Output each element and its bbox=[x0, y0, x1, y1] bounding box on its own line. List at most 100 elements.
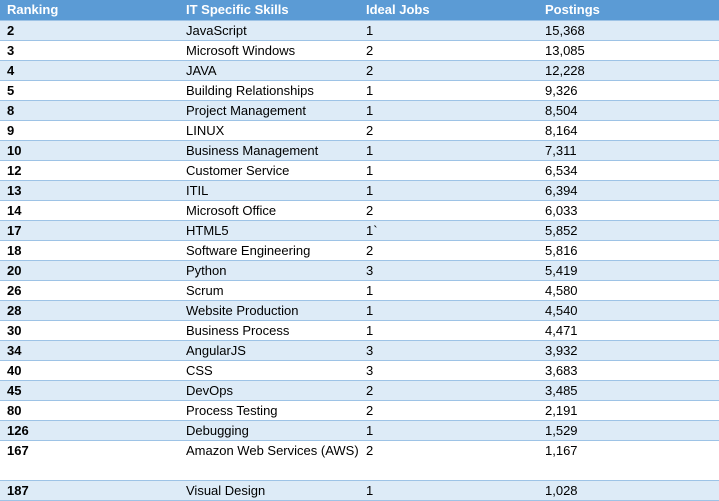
ideal-jobs-cell: 2 bbox=[359, 380, 538, 401]
skill-cell: LINUX bbox=[179, 120, 359, 141]
table-row: 4 JAVA 2 12,228 bbox=[0, 60, 719, 81]
postings-cell: 6,033 bbox=[538, 200, 719, 221]
table-row: 34 AngularJS 3 3,932 bbox=[0, 340, 719, 361]
table-row: 28 Website Production 1 4,540 bbox=[0, 300, 719, 321]
skill-cell: Building Relationships bbox=[179, 80, 359, 101]
rank-cell: 2 bbox=[0, 20, 179, 41]
skill-cell: Process Testing bbox=[179, 400, 359, 421]
rank-cell: 126 bbox=[0, 420, 179, 441]
rank-cell: 34 bbox=[0, 340, 179, 361]
skill-cell: Customer Service bbox=[179, 160, 359, 181]
postings-cell: 6,534 bbox=[538, 160, 719, 181]
header-ideal-jobs: Ideal Jobs bbox=[359, 0, 538, 21]
postings-cell: 4,471 bbox=[538, 320, 719, 341]
table-row: 26 Scrum 1 4,580 bbox=[0, 280, 719, 301]
skill-cell: Debugging bbox=[179, 420, 359, 441]
postings-cell: 1,167 bbox=[538, 440, 719, 481]
ideal-jobs-cell: 1 bbox=[359, 100, 538, 121]
postings-cell: 5,852 bbox=[538, 220, 719, 241]
postings-cell: 5,419 bbox=[538, 260, 719, 281]
ideal-jobs-cell: 2 bbox=[359, 120, 538, 141]
rank-cell: 80 bbox=[0, 400, 179, 421]
postings-cell: 5,816 bbox=[538, 240, 719, 261]
table-row: 167 Amazon Web Services (AWS) 2 1,167 bbox=[0, 440, 719, 481]
skill-cell: Amazon Web Services (AWS) bbox=[179, 440, 359, 481]
rank-cell: 10 bbox=[0, 140, 179, 161]
table-row: 17 HTML5 1` 5,852 bbox=[0, 220, 719, 241]
skill-cell: Business Process bbox=[179, 320, 359, 341]
skill-cell: Scrum bbox=[179, 280, 359, 301]
rank-cell: 40 bbox=[0, 360, 179, 381]
ideal-jobs-cell: 3 bbox=[359, 340, 538, 361]
skill-cell: Software Engineering bbox=[179, 240, 359, 261]
postings-cell: 1,529 bbox=[538, 420, 719, 441]
rank-cell: 28 bbox=[0, 300, 179, 321]
skill-cell: Python bbox=[179, 260, 359, 281]
postings-cell: 4,540 bbox=[538, 300, 719, 321]
rank-cell: 18 bbox=[0, 240, 179, 261]
ideal-jobs-cell: 2 bbox=[359, 440, 538, 481]
ideal-jobs-cell: 3 bbox=[359, 260, 538, 281]
rank-cell: 167 bbox=[0, 440, 179, 481]
skill-cell: Business Management bbox=[179, 140, 359, 161]
table-row: 187 Visual Design 1 1,028 bbox=[0, 480, 719, 501]
table-row: 5 Building Relationships 1 9,326 bbox=[0, 80, 719, 101]
table-row: 3 Microsoft Windows 2 13,085 bbox=[0, 40, 719, 61]
header-ranking: Ranking bbox=[0, 0, 179, 21]
skill-cell: Visual Design bbox=[179, 480, 359, 501]
ideal-jobs-cell: 2 bbox=[359, 60, 538, 81]
postings-cell: 3,683 bbox=[538, 360, 719, 381]
skill-cell: AngularJS bbox=[179, 340, 359, 361]
skill-cell: JAVA bbox=[179, 60, 359, 81]
rank-cell: 17 bbox=[0, 220, 179, 241]
rank-cell: 26 bbox=[0, 280, 179, 301]
ideal-jobs-cell: 1 bbox=[359, 280, 538, 301]
rank-cell: 8 bbox=[0, 100, 179, 121]
table-row: 2 JavaScript 1 15,368 bbox=[0, 20, 719, 41]
postings-cell: 8,504 bbox=[538, 100, 719, 121]
ideal-jobs-cell: 1 bbox=[359, 300, 538, 321]
rank-cell: 45 bbox=[0, 380, 179, 401]
postings-cell: 8,164 bbox=[538, 120, 719, 141]
postings-cell: 2,191 bbox=[538, 400, 719, 421]
rank-cell: 14 bbox=[0, 200, 179, 221]
table-row: 12 Customer Service 1 6,534 bbox=[0, 160, 719, 181]
postings-cell: 13,085 bbox=[538, 40, 719, 61]
rank-cell: 4 bbox=[0, 60, 179, 81]
ideal-jobs-cell: 1 bbox=[359, 80, 538, 101]
ideal-jobs-cell: 2 bbox=[359, 40, 538, 61]
header-skills: IT Specific Skills bbox=[179, 0, 359, 21]
postings-cell: 6,394 bbox=[538, 180, 719, 201]
skill-cell: CSS bbox=[179, 360, 359, 381]
rank-cell: 13 bbox=[0, 180, 179, 201]
postings-cell: 9,326 bbox=[538, 80, 719, 101]
skill-cell: HTML5 bbox=[179, 220, 359, 241]
postings-cell: 15,368 bbox=[538, 20, 719, 41]
table-body: 2 JavaScript 1 15,368 3 Microsoft Windows 2 13,… bbox=[0, 20, 719, 501]
table-row: 126 Debugging 1 1,529 bbox=[0, 420, 719, 441]
ideal-jobs-cell: 2 bbox=[359, 200, 538, 221]
skill-cell: Microsoft Office bbox=[179, 200, 359, 221]
ideal-jobs-cell: 1 bbox=[359, 320, 538, 341]
table-row: 80 Process Testing 2 2,191 bbox=[0, 400, 719, 421]
table-row: 20 Python 3 5,419 bbox=[0, 260, 719, 281]
rank-cell: 12 bbox=[0, 160, 179, 181]
skill-cell: Website Production bbox=[179, 300, 359, 321]
ideal-jobs-cell: 1 bbox=[359, 480, 538, 501]
postings-cell: 12,228 bbox=[538, 60, 719, 81]
ideal-jobs-cell: 1 bbox=[359, 160, 538, 181]
table-row: 30 Business Process 1 4,471 bbox=[0, 320, 719, 341]
table-row: 13 ITIL 1 6,394 bbox=[0, 180, 719, 201]
rank-cell: 20 bbox=[0, 260, 179, 281]
skill-cell: Microsoft Windows bbox=[179, 40, 359, 61]
ideal-jobs-cell: 1` bbox=[359, 220, 538, 241]
rank-cell: 5 bbox=[0, 80, 179, 101]
rank-cell: 3 bbox=[0, 40, 179, 61]
postings-cell: 1,028 bbox=[538, 480, 719, 501]
postings-cell: 7,311 bbox=[538, 140, 719, 161]
ideal-jobs-cell: 1 bbox=[359, 180, 538, 201]
ideal-jobs-cell: 3 bbox=[359, 360, 538, 381]
table-row: 8 Project Management 1 8,504 bbox=[0, 100, 719, 121]
ideal-jobs-cell: 1 bbox=[359, 420, 538, 441]
